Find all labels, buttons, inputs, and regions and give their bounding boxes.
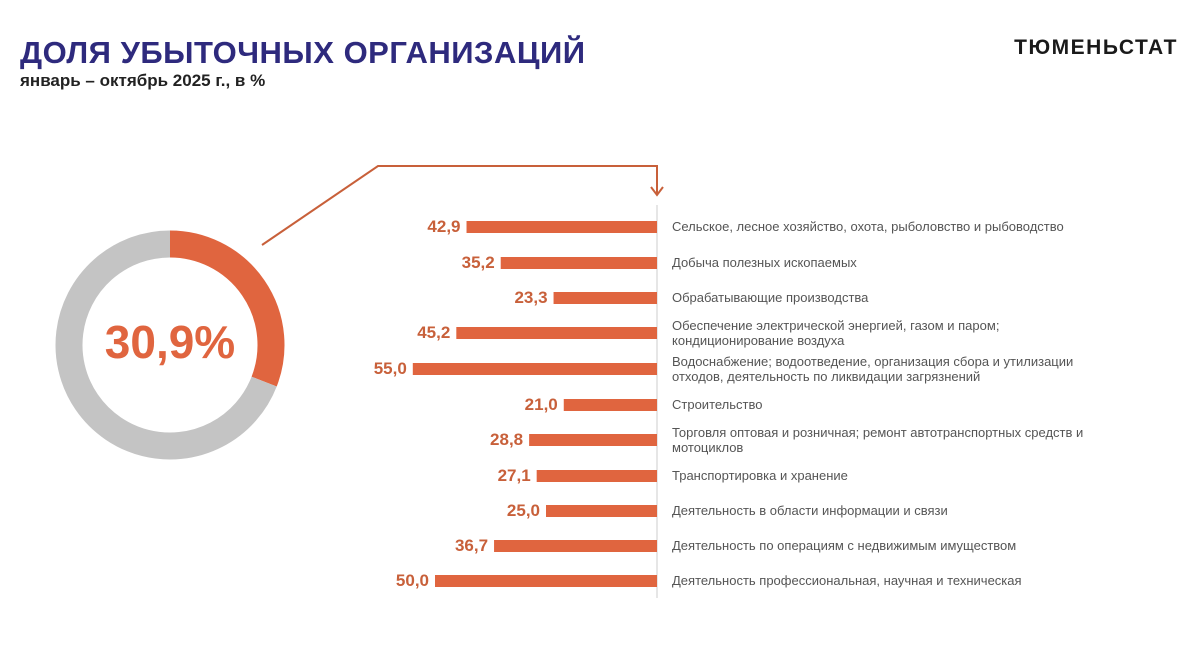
category-label: Транспортировка и хранение xyxy=(672,468,848,483)
bar-value-label: 28,8 xyxy=(490,430,524,449)
donut-slice-0 xyxy=(169,230,285,387)
bar-value-label: 25,0 xyxy=(506,501,540,520)
bar-value-label: 23,3 xyxy=(514,288,548,307)
bar-value-label: 36,7 xyxy=(454,536,489,555)
donut-slice-1 xyxy=(55,230,277,460)
bar xyxy=(466,221,657,233)
category-label: Торговля оптовая и розничная; ремонт авт… xyxy=(672,425,1084,455)
bar xyxy=(494,540,657,552)
connector-line xyxy=(261,165,658,246)
bar xyxy=(456,327,657,339)
category-label: Обеспечение электрической энергией, газо… xyxy=(672,318,1000,348)
category-label: Деятельность в области информации и связ… xyxy=(672,503,948,518)
logo: ТЮМЕНЬСТАТ xyxy=(1014,36,1178,59)
bar xyxy=(529,434,657,446)
bar xyxy=(435,575,657,587)
bar xyxy=(563,399,657,411)
bar-value-label: 50,0 xyxy=(395,571,429,590)
bar xyxy=(546,505,657,517)
bar xyxy=(500,257,657,269)
bar xyxy=(412,363,657,375)
bar xyxy=(536,470,657,482)
bar-value-label: 21,0 xyxy=(524,395,558,414)
page-title: ДОЛЯ УБЫТОЧНЫХ ОРГАНИЗАЦИЙ xyxy=(20,35,586,70)
category-label: Обрабатывающие производства xyxy=(672,290,869,305)
category-label: Сельское, лесное хозяйство, охота, рыбол… xyxy=(672,219,1064,234)
donut-center-label: 30,9% xyxy=(104,316,236,368)
page-subtitle: январь – октябрь 2025 г., в % xyxy=(20,71,266,90)
category-label: Добыча полезных ископаемых xyxy=(672,255,857,270)
connector-arrow-icon xyxy=(650,186,664,197)
bar-value-label: 42,9 xyxy=(427,217,461,236)
bar-value-label: 35,2 xyxy=(461,253,495,272)
category-label: Водоснабжение; водоотведение, организаци… xyxy=(672,354,1074,384)
bar xyxy=(553,292,657,304)
bar-value-label: 27,1 xyxy=(497,466,531,485)
category-label: Строительство xyxy=(672,397,763,412)
category-label: Деятельность профессиональная, научная и… xyxy=(672,573,1022,588)
bar-value-label: 45,2 xyxy=(417,323,451,342)
bar-value-label: 55,0 xyxy=(373,359,407,378)
category-label: Деятельность по операциям с недвижимым и… xyxy=(672,538,1017,553)
